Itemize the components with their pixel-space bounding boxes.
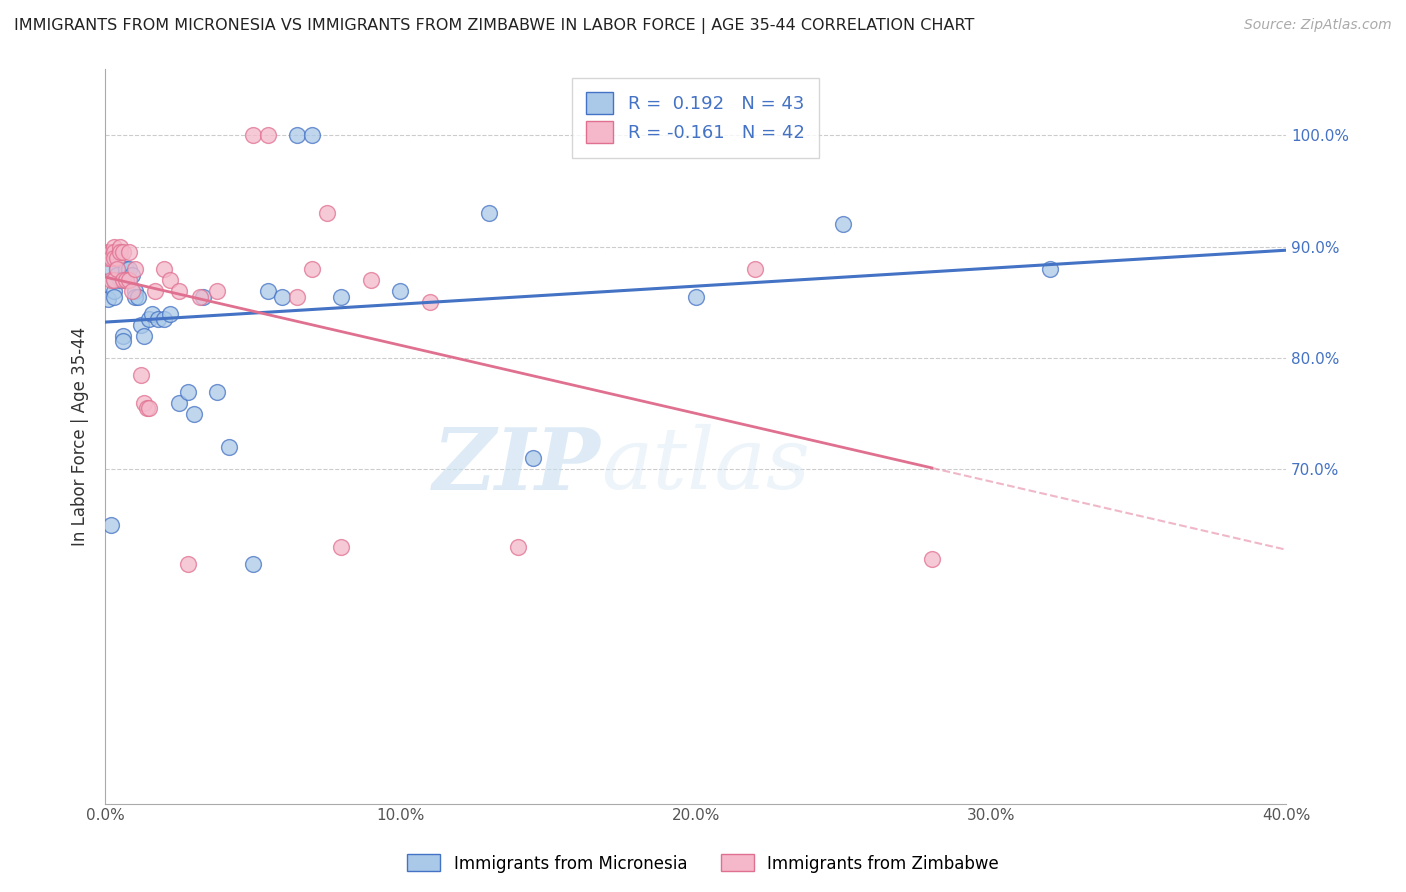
Point <box>218 440 240 454</box>
Point <box>111 328 134 343</box>
Point <box>148 312 170 326</box>
Point <box>103 273 125 287</box>
Text: atlas: atlas <box>602 424 810 507</box>
Point <box>118 262 141 277</box>
Point <box>100 262 122 277</box>
Point <box>242 557 264 571</box>
Point <box>100 245 122 260</box>
Point <box>115 262 138 277</box>
Text: Source: ZipAtlas.com: Source: ZipAtlas.com <box>1244 18 1392 32</box>
Point <box>103 245 125 260</box>
Text: IMMIGRANTS FROM MICRONESIA VS IMMIGRANTS FROM ZIMBABWE IN LABOR FORCE | AGE 35-4: IMMIGRANTS FROM MICRONESIA VS IMMIGRANTS… <box>14 18 974 34</box>
Point <box>138 312 160 326</box>
Legend: Immigrants from Micronesia, Immigrants from Zimbabwe: Immigrants from Micronesia, Immigrants f… <box>401 847 1005 880</box>
Point <box>167 285 190 299</box>
Point <box>315 206 337 220</box>
Point <box>744 262 766 277</box>
Point <box>271 290 294 304</box>
Point <box>360 273 382 287</box>
Point <box>111 334 134 349</box>
Point <box>921 551 943 566</box>
Point <box>124 262 146 277</box>
Point <box>330 541 353 555</box>
Point <box>330 290 353 304</box>
Point <box>207 384 229 399</box>
Point <box>103 251 125 265</box>
Point <box>97 245 120 260</box>
Point <box>111 273 134 287</box>
Point <box>242 128 264 143</box>
Point <box>103 290 125 304</box>
Point <box>183 407 205 421</box>
Point <box>100 273 122 287</box>
Point <box>159 307 181 321</box>
Point <box>419 295 441 310</box>
Point <box>103 240 125 254</box>
Point <box>285 290 308 304</box>
Point <box>522 451 544 466</box>
Point <box>105 251 128 265</box>
Point <box>207 285 229 299</box>
Text: ZIP: ZIP <box>433 424 602 508</box>
Point <box>1039 262 1062 277</box>
Point <box>97 292 120 306</box>
Point <box>141 307 163 321</box>
Point <box>97 251 120 265</box>
Point <box>159 273 181 287</box>
Point <box>285 128 308 143</box>
Point <box>115 273 138 287</box>
Point <box>124 290 146 304</box>
Point <box>508 541 530 555</box>
Point <box>301 262 323 277</box>
Point <box>105 268 128 282</box>
Point <box>177 384 200 399</box>
Legend: R =  0.192   N = 43, R = -0.161   N = 42: R = 0.192 N = 43, R = -0.161 N = 42 <box>572 78 820 158</box>
Point <box>127 290 149 304</box>
Point <box>135 401 157 416</box>
Point <box>105 262 128 277</box>
Point <box>108 273 131 287</box>
Point <box>153 262 176 277</box>
Point <box>121 268 143 282</box>
Point <box>129 368 152 382</box>
Point <box>132 395 155 409</box>
Point <box>138 401 160 416</box>
Point <box>100 251 122 265</box>
Point <box>167 395 190 409</box>
Point <box>145 285 167 299</box>
Point <box>301 128 323 143</box>
Point <box>118 245 141 260</box>
Point <box>132 328 155 343</box>
Point <box>685 290 707 304</box>
Point <box>124 285 146 299</box>
Point <box>103 285 125 299</box>
Point <box>832 218 855 232</box>
Point <box>100 518 122 533</box>
Point <box>121 285 143 299</box>
Point <box>188 290 211 304</box>
Point <box>108 240 131 254</box>
Point <box>389 285 412 299</box>
Point <box>108 245 131 260</box>
Point <box>118 273 141 287</box>
Point <box>478 206 501 220</box>
Point <box>256 128 278 143</box>
Point <box>111 245 134 260</box>
Point <box>153 312 176 326</box>
Point <box>191 290 214 304</box>
Point <box>129 318 152 332</box>
Point <box>177 557 200 571</box>
Point <box>115 273 138 287</box>
Point <box>105 262 128 277</box>
Y-axis label: In Labor Force | Age 35-44: In Labor Force | Age 35-44 <box>72 326 89 546</box>
Point <box>103 273 125 287</box>
Point <box>256 285 278 299</box>
